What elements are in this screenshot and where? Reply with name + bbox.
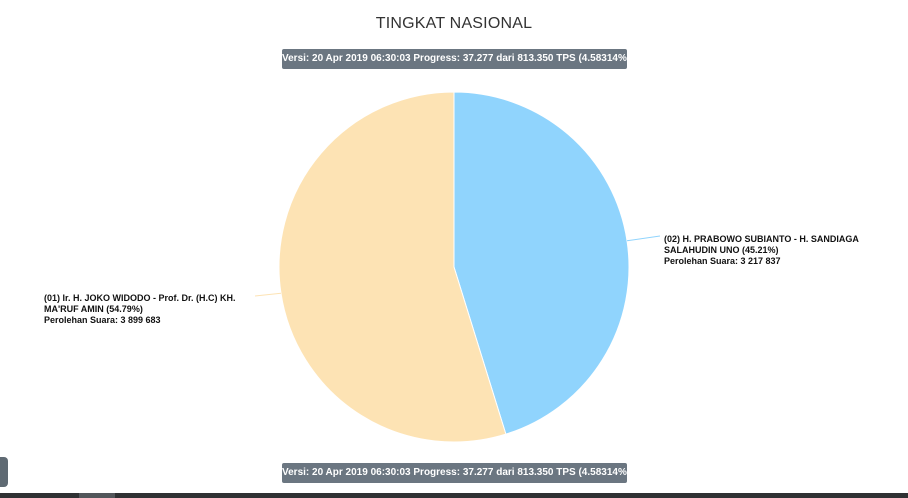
slice-label-01-name-line1: (01) Ir. H. JOKO WIDODO - Prof. Dr. (H.C… (44, 293, 236, 303)
version-badge-bottom: Versi: 20 Apr 2019 06:30:03 Progress: 37… (282, 463, 630, 483)
bottom-scrollbar[interactable] (0, 493, 908, 498)
slice-label-02: (02) H. PRABOWO SUBIANTO - H. SANDIAGA S… (664, 234, 879, 267)
leader-line-01 (254, 292, 282, 297)
pie-slice-01[interactable] (278, 91, 507, 443)
pie-slice-02[interactable] (453, 91, 630, 435)
slice-label-01: (01) Ir. H. JOKO WIDODO - Prof. Dr. (H.C… (44, 293, 259, 326)
slice-label-02-name-line1: (02) H. PRABOWO SUBIANTO - H. SANDIAGA (664, 234, 859, 244)
side-scroll-tab[interactable] (0, 457, 8, 487)
slice-label-02-votes: Perolehan Suara: 3 217 837 (664, 256, 781, 266)
slice-label-01-name-line2: MA'RUF AMIN (54.79%) (44, 304, 143, 314)
pie-slices (278, 91, 630, 443)
slice-label-01-votes: Perolehan Suara: 3 899 683 (44, 315, 161, 325)
leader-line-02 (626, 235, 661, 242)
pie-leader-lines (254, 235, 661, 297)
version-badge-top: Versi: 20 Apr 2019 06:30:03 Progress: 37… (282, 49, 630, 69)
slice-label-02-name-line2: SALAHUDIN UNO (45.21%) (664, 245, 779, 255)
chart-title: TINGKAT NASIONAL (375, 15, 533, 32)
bottom-scrollbar-thumb[interactable] (79, 493, 115, 498)
